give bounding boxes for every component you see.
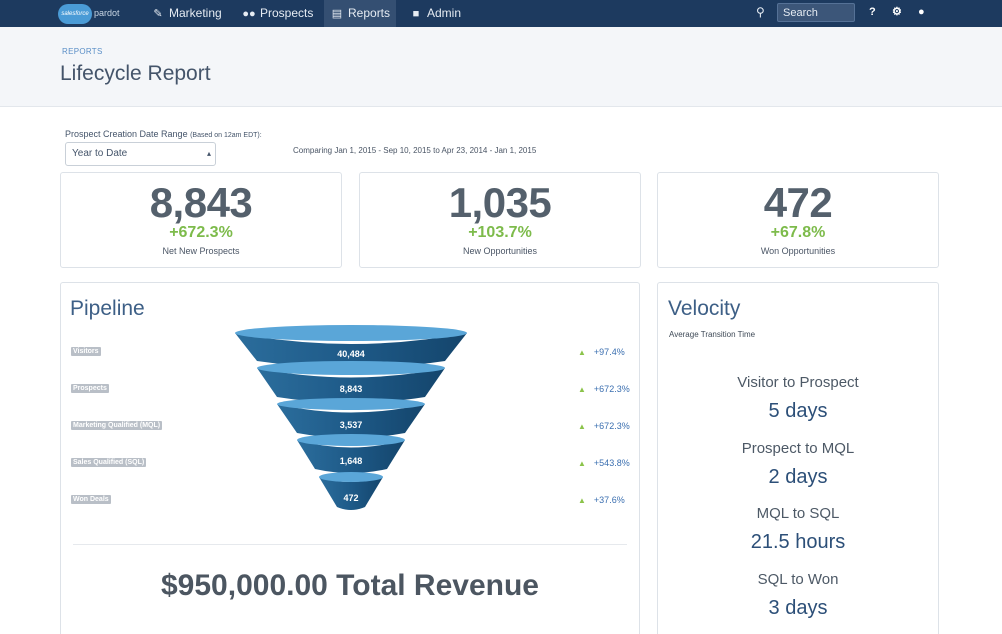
stage-label-won-deals: Won Deals (71, 495, 111, 504)
nav-prospects[interactable]: ●● Prospects (236, 0, 319, 27)
stage-label-mql: Marketing Qualified (MQL) (71, 421, 163, 430)
kpi-card-new-opportunities: 1,035 +103.7% New Opportunities (359, 172, 641, 268)
velocity-label-mql-to-sql: MQL to SQL (756, 505, 840, 522)
stage-label-visitors: Visitors (71, 347, 101, 356)
stage-label-prospects: Prospects (71, 384, 109, 393)
kpi-card-net-new-prospects: 8,843 +672.3% Net New Prospects (60, 172, 342, 268)
search-icon[interactable]: ⚲ (756, 5, 765, 19)
comparison-text: Comparing Jan 1, 2015 - Sep 10, 2015 to … (293, 146, 537, 155)
up-arrow-icon: ▲ (578, 385, 586, 394)
funnel-segment-prospects (257, 368, 445, 403)
pipeline-panel: Pipeline Visitors Prospects Marketing Qu… (60, 282, 640, 634)
nav-admin-label: Admin (427, 6, 462, 20)
funnel-count-sql: 1,648 (340, 456, 363, 466)
help-icon[interactable]: ? (869, 6, 876, 18)
funnel-count-won-deals: 472 (343, 493, 358, 503)
velocity-label-visitor-to-prospect: Visitor to Prospect (737, 374, 859, 391)
funnel-count-mql: 3,537 (340, 420, 363, 430)
nav-marketing-label: Marketing (169, 6, 222, 20)
funnel-segment-mql (277, 404, 425, 438)
date-range-selected: Year to Date (72, 148, 128, 159)
date-range-label-note: (Based on 12am EDT): (190, 132, 262, 139)
kpi-change: +103.7% (468, 224, 532, 241)
kpi-label: Net New Prospects (162, 246, 240, 256)
velocity-label-sql-to-won: SQL to Won (757, 571, 839, 588)
page-title: Lifecycle Report (60, 62, 211, 85)
trend-value: +97.4% (593, 347, 625, 357)
up-arrow-icon: ▲ (578, 348, 586, 357)
up-arrow-icon: ▲ (578, 422, 586, 431)
nav-admin[interactable]: ■ Admin (403, 0, 467, 27)
user-icon[interactable]: ● (918, 6, 925, 18)
nav-marketing[interactable]: ✎ Marketing (145, 0, 228, 27)
logo-text: pardot (94, 8, 120, 18)
trend-sql: ▲ +543.8% (578, 458, 630, 468)
trend-value: +543.8% (593, 458, 630, 468)
trend-won-deals: ▲ +37.6% (578, 495, 625, 505)
funnel-rim-visitors (235, 325, 467, 341)
velocity-value-prospect-to-mql: 2 days (768, 466, 828, 488)
funnel-rim-sql (297, 434, 405, 446)
nav-prospects-label: Prospects (260, 6, 314, 20)
funnel-rim-won-deals (319, 472, 383, 482)
pipeline-funnel: 40,484 8,843 3,537 1,648 472 (235, 325, 467, 510)
briefcase-icon: ■ (412, 8, 420, 20)
date-range-select[interactable]: Year to Date ▴▾ (65, 142, 216, 180)
users-icon: ●● (242, 8, 256, 20)
page-header: REPORTS Lifecycle Report (0, 27, 1002, 107)
kpi-value: 8,843 (149, 179, 253, 226)
funnel-count-visitors: 40,484 (337, 349, 365, 359)
funnel-count-prospects: 8,843 (340, 384, 363, 394)
velocity-panel: Velocity Average Transition Time Visitor… (657, 282, 939, 634)
funnel-segment-sql (297, 440, 405, 473)
velocity-title: Velocity (668, 297, 741, 320)
stage-label-sql: Sales Qualified (SQL) (71, 458, 147, 467)
pipeline-title: Pipeline (70, 297, 145, 320)
kpi-change: +672.3% (169, 224, 233, 241)
velocity-value-visitor-to-prospect: 5 days (768, 400, 828, 422)
funnel-rim-mql (277, 398, 425, 410)
nav-reports[interactable]: ▤ Reports (324, 0, 397, 27)
trend-value: +672.3% (593, 384, 630, 394)
trend-mql: ▲ +672.3% (578, 421, 630, 431)
velocity-value-sql-to-won: 3 days (768, 597, 828, 619)
search-input[interactable] (777, 3, 855, 22)
wand-icon: ✎ (153, 8, 163, 20)
nav-reports-label: Reports (348, 6, 391, 20)
date-range-label-text: Prospect Creation Date Range (65, 129, 188, 139)
gear-icon[interactable]: ⚙ (892, 6, 902, 18)
salesforce-pardot-logo[interactable]: salesforce pardot (58, 4, 120, 24)
kpi-value: 1,035 (448, 179, 552, 226)
total-revenue: $950,000.00 Total Revenue (161, 569, 539, 602)
funnel-segment-visitors (235, 333, 467, 368)
trend-value: +672.3% (593, 421, 630, 431)
pipeline-divider (73, 544, 627, 545)
kpi-value: 472 (763, 179, 833, 226)
kpi-change: +67.8% (770, 224, 826, 241)
kpi-card-won-opportunities: 472 +67.8% Won Opportunities (657, 172, 939, 268)
date-range-label: Prospect Creation Date Range (Based on 1… (65, 129, 262, 139)
breadcrumb[interactable]: REPORTS (62, 47, 103, 56)
velocity-subtitle: Average Transition Time (669, 330, 756, 339)
kpi-label: New Opportunities (462, 246, 538, 256)
up-arrow-icon: ▲ (578, 496, 586, 505)
kpi-label: Won Opportunities (760, 246, 836, 256)
salesforce-cloud-icon: salesforce (58, 4, 92, 24)
trend-prospects: ▲ +672.3% (578, 384, 630, 394)
funnel-segment-won-deals (319, 477, 383, 510)
funnel-rim-prospects (257, 361, 445, 375)
chart-icon: ▤ (331, 8, 343, 20)
trend-value: +37.6% (593, 495, 625, 505)
up-arrow-icon: ▲ (578, 459, 586, 468)
trend-visitors: ▲ +97.4% (578, 347, 625, 357)
velocity-label-prospect-to-mql: Prospect to MQL (741, 440, 855, 457)
velocity-value-mql-to-sql: 21.5 hours (750, 531, 846, 553)
top-navigation: salesforce pardot ✎ Marketing ●● Prospects… (0, 0, 1002, 27)
